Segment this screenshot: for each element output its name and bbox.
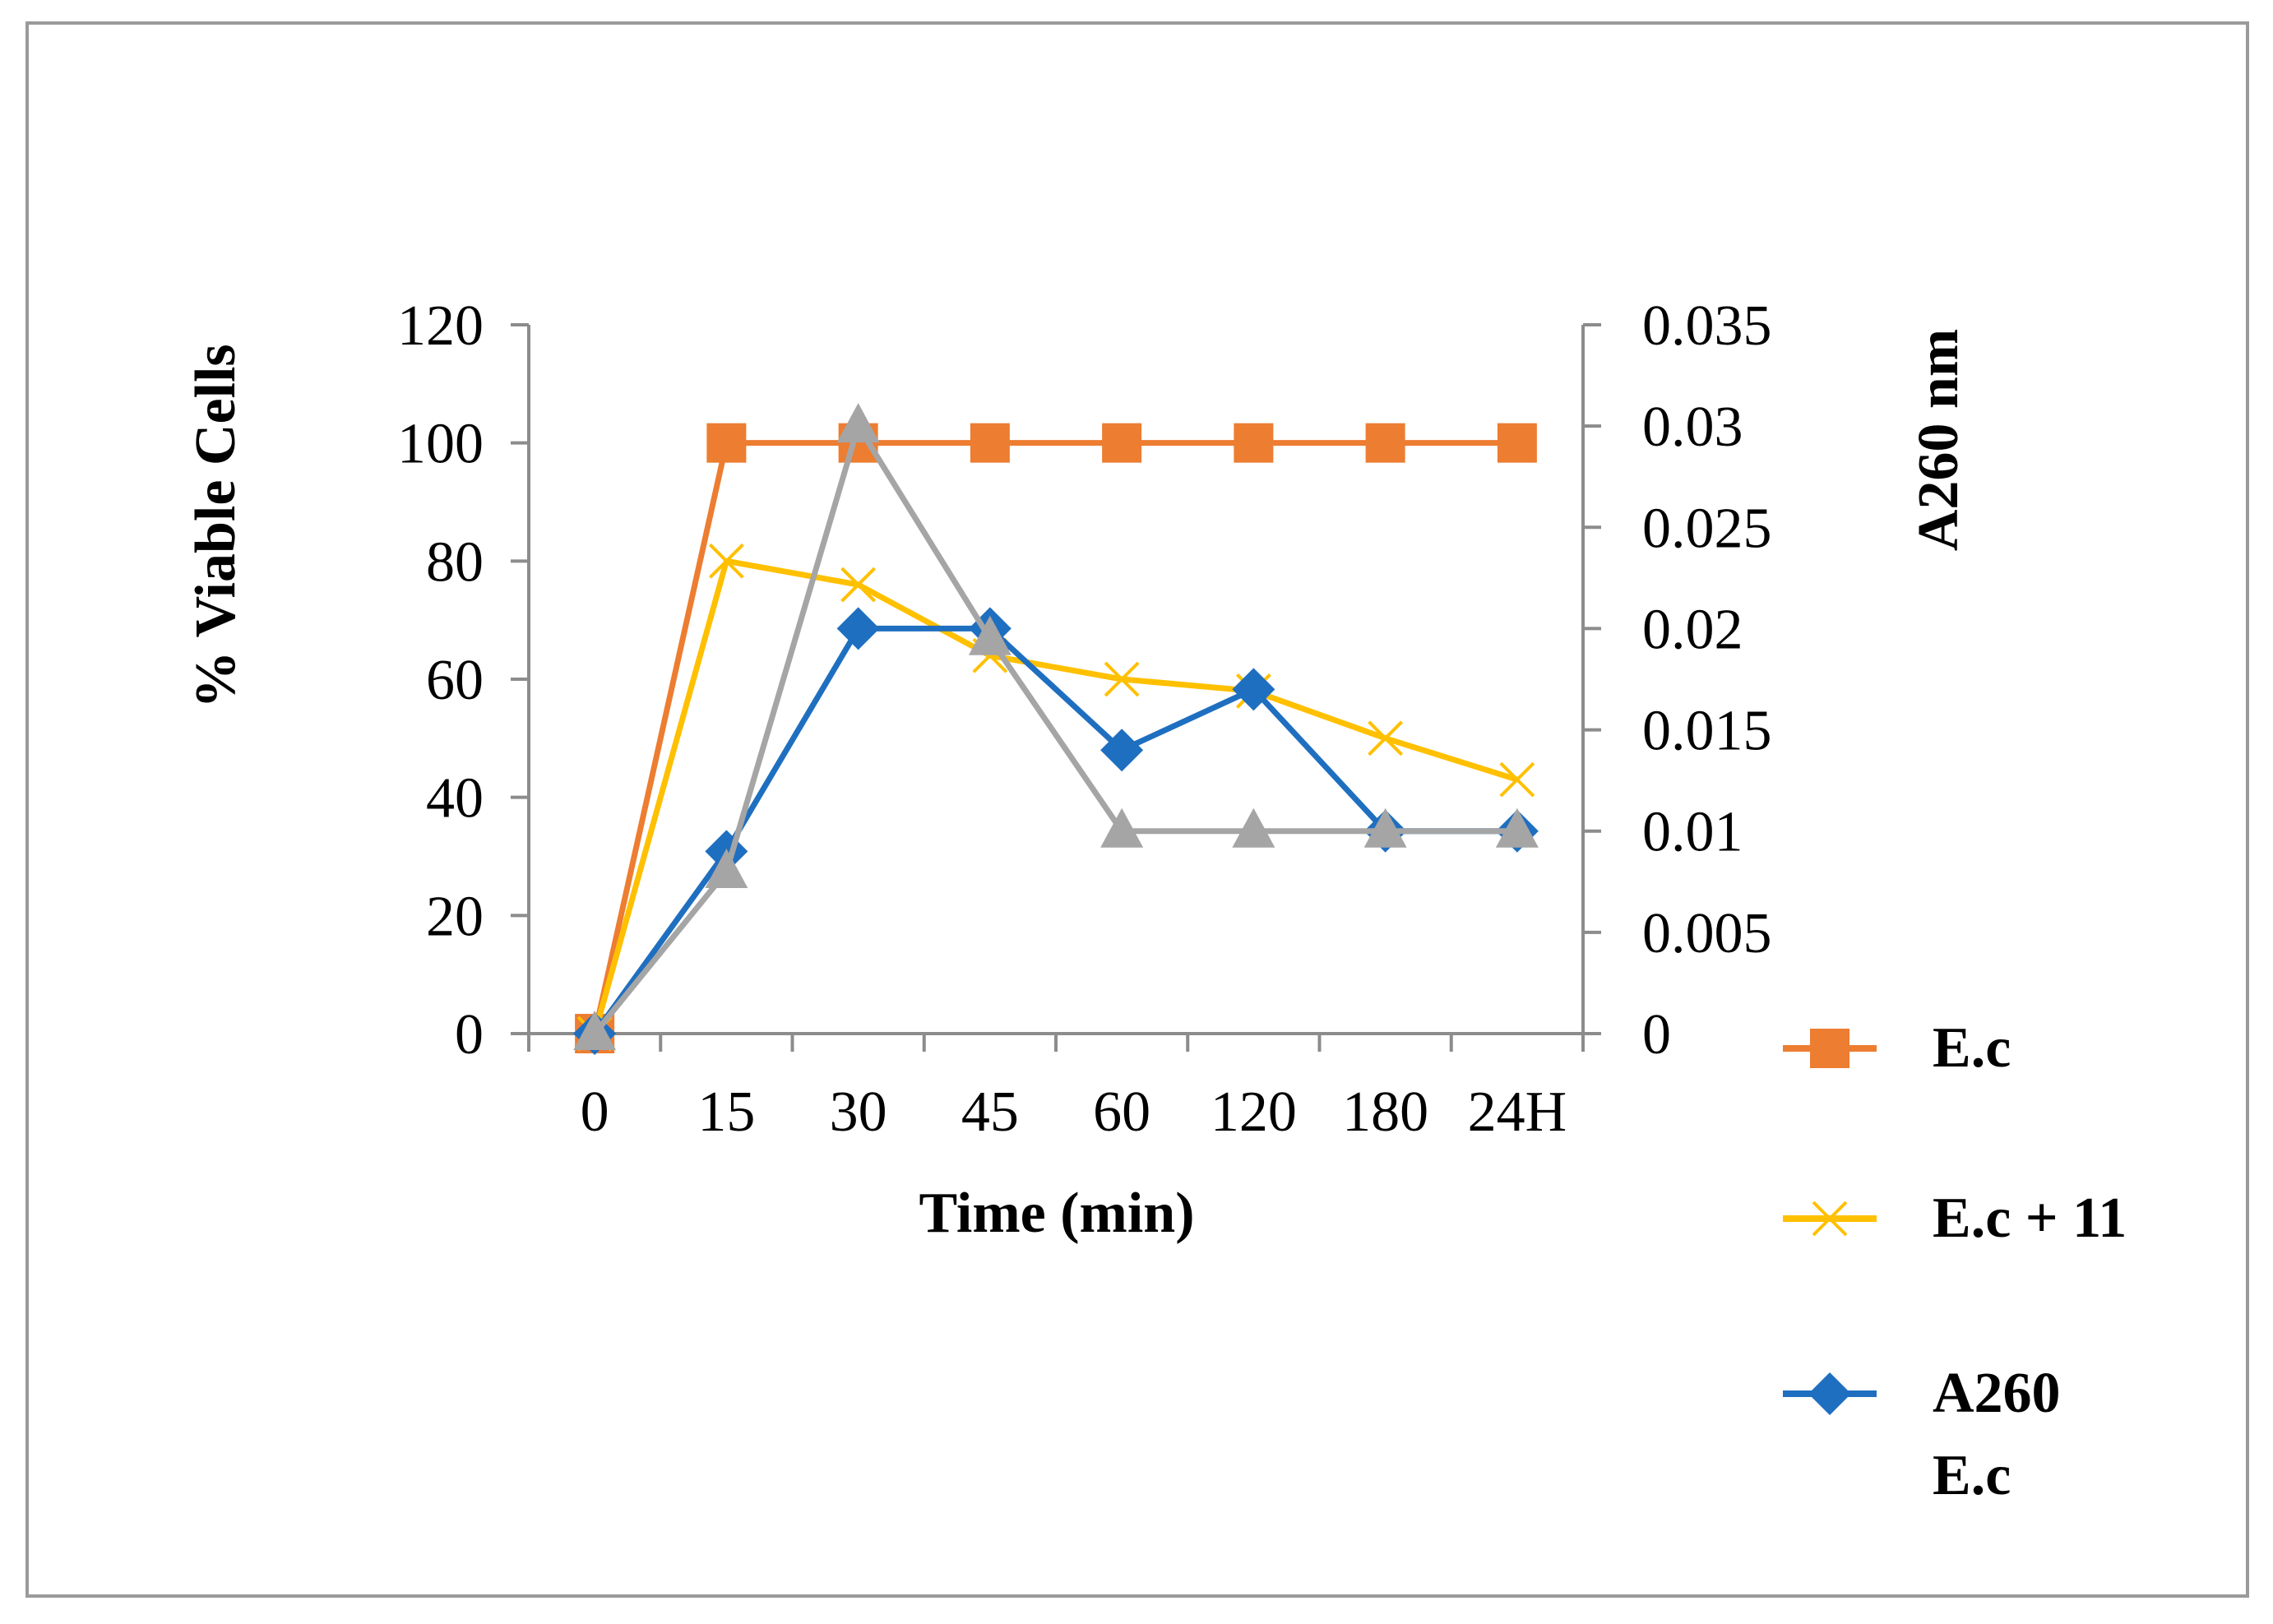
axes: 0 20 40 60 80 100 120 0 0.005 0.01 0.015 0.02 0.025 0…: [184, 294, 1970, 1245]
data-point-stroke-b: [1368, 720, 1404, 756]
y-left-tick-label: 40: [426, 767, 484, 831]
y-left-tick-label: 0: [455, 1003, 484, 1066]
y-left-tick-label: 80: [426, 530, 484, 594]
data-point: [1368, 720, 1404, 756]
data-point-stroke-b: [1499, 761, 1535, 798]
series-line: [591, 440, 1517, 1034]
y-right-tick-label: 0.01: [1642, 801, 1743, 864]
legend-label: E.c: [1933, 1444, 2011, 1507]
data-point: [970, 423, 1010, 463]
x-tick-label: 0: [581, 1080, 609, 1144]
legend-item: A260 E.c: [1783, 1362, 2061, 1507]
legend-item: E.c + 11: [1783, 1187, 2127, 1250]
x-tick-label: 30: [830, 1080, 887, 1144]
data-point-stroke-b: [1104, 661, 1140, 697]
legend: E.c E.c + 11 A260 E.c: [1783, 1016, 2127, 1507]
chart-border: [25, 21, 2249, 1598]
y-right-tick-label: 0.035: [1642, 294, 1772, 358]
data-point: [1232, 668, 1275, 711]
x-axis-title: Time (min): [919, 1182, 1194, 1245]
data-point: [1100, 807, 1144, 848]
data-point: [1232, 807, 1275, 848]
series-layer: [573, 403, 1539, 1055]
series-unlabeled-gray: [573, 403, 1539, 1050]
x-tick-label: 45: [961, 1080, 1019, 1144]
y-right-tick-label: 0.03: [1642, 396, 1743, 459]
y-right-tick-label: 0.025: [1642, 497, 1772, 560]
y-left-tick-label: 20: [426, 885, 484, 948]
x-tick-label: 24H: [1468, 1080, 1567, 1144]
data-point: [968, 615, 1012, 655]
legend-label: A260: [1933, 1362, 2061, 1425]
y-left-tick-label: 100: [397, 413, 484, 476]
data-point: [1365, 423, 1405, 463]
x-tick-label: 15: [697, 1080, 755, 1144]
data-point: [836, 607, 880, 650]
legend-swatch-marker: [1810, 1029, 1849, 1068]
data-point: [573, 1011, 617, 1050]
legend-label: E.c: [1933, 1016, 2011, 1080]
data-point-stroke-b: [840, 567, 877, 603]
y-left-tick-label: 120: [397, 294, 484, 358]
y-left-tick-label: 60: [426, 649, 484, 712]
data-point: [708, 543, 744, 579]
data-point: [836, 403, 880, 443]
legend-swatch-marker-stroke-b: [1812, 1201, 1848, 1237]
data-point: [706, 423, 747, 463]
data-point: [1363, 807, 1407, 848]
data-point: [1497, 423, 1537, 463]
data-point: [840, 567, 877, 603]
x-tick-label: 60: [1093, 1080, 1150, 1144]
series-e-c: [575, 423, 1537, 1053]
x-tick-label: 120: [1211, 1080, 1297, 1144]
data-point: [705, 848, 748, 888]
legend-item: E.c: [1783, 1016, 2011, 1080]
y-right-tick-label: 0: [1642, 1003, 1671, 1066]
data-point-stroke-b: [708, 543, 744, 579]
x-tick-label: 180: [1342, 1080, 1428, 1144]
data-point: [1495, 807, 1539, 848]
data-point: [1102, 423, 1142, 463]
legend-label: E.c + 11: [1933, 1187, 2127, 1250]
legend-swatch-marker: [1812, 1201, 1848, 1237]
data-point: [1499, 761, 1535, 798]
y-right-tick-label: 0.005: [1642, 902, 1772, 965]
legend-swatch-marker: [1808, 1372, 1851, 1415]
data-point: [1104, 661, 1140, 697]
y-axis-left-title: % Viable Cells: [184, 344, 248, 708]
data-point: [1234, 423, 1274, 463]
series-line: [591, 558, 1518, 1034]
y-right-tick-label: 0.015: [1642, 700, 1772, 763]
y-right-tick-label: 0.02: [1642, 598, 1743, 661]
series-line: [592, 625, 1517, 1036]
series-line: [592, 423, 1517, 1036]
y-axis-right-title: A260 nm: [1907, 329, 1970, 551]
data-point: [1100, 729, 1144, 772]
